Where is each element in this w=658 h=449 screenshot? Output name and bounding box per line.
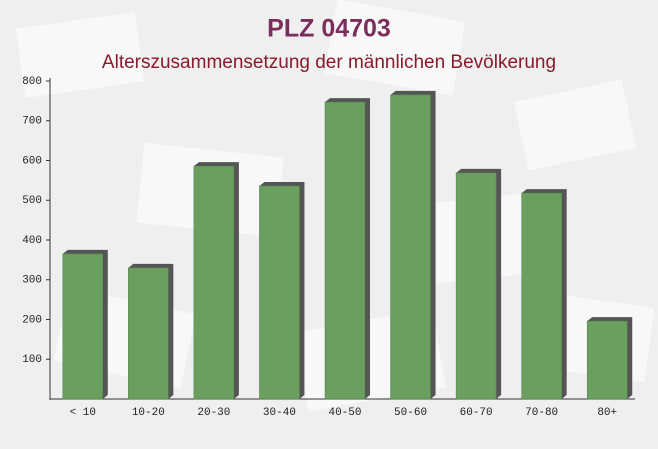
bar: [390, 94, 431, 400]
y-tick-label: 200: [22, 314, 42, 326]
chart-subtitle: Alterszusammensetzung der männlichen Bev…: [102, 52, 556, 73]
bar: [62, 253, 104, 400]
x-tick-label: 70-80: [525, 407, 558, 419]
x-tick-label: < 10: [70, 407, 96, 419]
x-tick-label: 10-20: [132, 407, 165, 419]
y-tick-label: 800: [22, 76, 42, 88]
bar: [259, 185, 300, 400]
y-tick-label: 400: [22, 235, 42, 247]
bar: [128, 267, 169, 400]
x-tick-label: 60-70: [460, 407, 493, 419]
bar-shadow: [390, 90, 436, 399]
bar-shadow: [62, 249, 108, 399]
bar-shadow: [193, 162, 239, 399]
bar: [521, 192, 562, 400]
x-tick-label: 20-30: [197, 407, 230, 419]
y-tick-label: 500: [22, 195, 42, 207]
y-tick-label: 600: [22, 155, 42, 167]
bar-shadow: [259, 181, 305, 399]
x-tick-label: 30-40: [263, 407, 296, 419]
bar: [193, 165, 235, 400]
x-tick-label: 80+: [597, 407, 617, 419]
bar-shadow: [521, 189, 567, 399]
bar-shadow: [587, 317, 633, 399]
y-tick-label: 300: [22, 275, 42, 287]
bar: [455, 172, 497, 400]
y-tick-label: 700: [22, 116, 42, 128]
chart-title: PLZ 04703: [267, 15, 391, 43]
x-tick-label: 50-60: [394, 407, 427, 419]
bar-shadow: [456, 168, 502, 399]
x-tick-label: 40-50: [328, 407, 361, 419]
bar: [586, 320, 628, 400]
y-tick-label: 100: [22, 354, 42, 366]
bar: [324, 101, 366, 400]
bar-shadow: [128, 263, 174, 399]
bar-shadow: [325, 98, 370, 399]
